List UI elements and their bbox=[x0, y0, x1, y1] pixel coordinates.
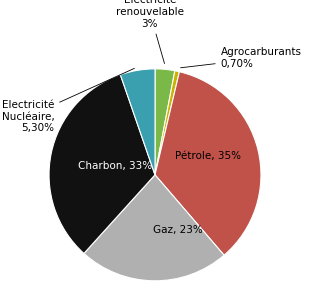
Text: Electricité
renouvelable
3%: Electricité renouvelable 3% bbox=[116, 0, 184, 63]
Text: Agrocarburants
0,70%: Agrocarburants 0,70% bbox=[180, 47, 302, 69]
Text: Electricité
Nucléaire,
5,30%: Electricité Nucléaire, 5,30% bbox=[2, 68, 134, 133]
Wedge shape bbox=[155, 71, 179, 175]
Wedge shape bbox=[155, 69, 175, 175]
Wedge shape bbox=[49, 75, 155, 253]
Text: Charbon, 33%: Charbon, 33% bbox=[78, 161, 152, 171]
Wedge shape bbox=[155, 72, 261, 255]
Text: Pétrole, 35%: Pétrole, 35% bbox=[175, 151, 241, 161]
Wedge shape bbox=[120, 69, 155, 175]
Text: Gaz, 23%: Gaz, 23% bbox=[153, 225, 203, 235]
Wedge shape bbox=[84, 175, 224, 281]
